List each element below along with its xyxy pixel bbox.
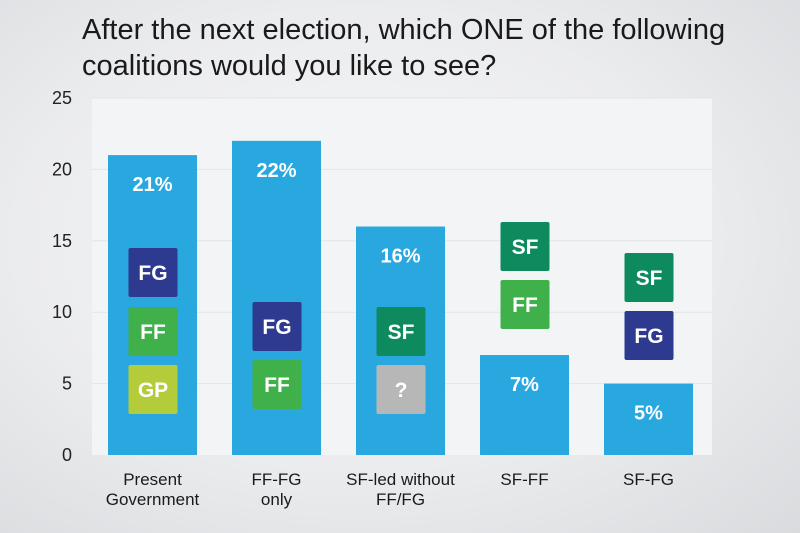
y-tick-label: 15 — [52, 231, 72, 251]
value-label: 22% — [256, 160, 296, 182]
party-badge — [624, 253, 674, 302]
bar — [480, 355, 569, 455]
party-badge-label: ? — [395, 379, 408, 402]
x-tick-label: SF-led without — [346, 470, 455, 489]
party-badge-label: SF — [512, 236, 539, 259]
party-badge — [624, 311, 674, 360]
x-tick-label: FF/FG — [376, 490, 425, 509]
party-badge-label: FF — [512, 294, 538, 317]
party-badge-label: FG — [262, 316, 291, 339]
bar — [604, 383, 693, 455]
party-badge — [376, 307, 426, 356]
x-tick-label: Government — [106, 490, 200, 509]
party-badge-label: FG — [138, 262, 167, 285]
x-tick-label: only — [261, 490, 293, 509]
party-badge-label: FG — [634, 325, 663, 348]
party-badge-label: FF — [140, 321, 166, 344]
x-tick-label: FF-FG — [251, 470, 301, 489]
chart-title: After the next election, which ONE of th… — [82, 14, 726, 82]
party-badge — [500, 222, 550, 271]
y-tick-label: 5 — [62, 374, 72, 394]
y-tick-label: 25 — [52, 88, 72, 108]
party-badge — [128, 365, 178, 414]
x-tick-label: Present — [123, 470, 182, 489]
party-badge — [252, 360, 302, 409]
x-tick-label: SF-FF — [500, 470, 548, 489]
y-tick-label: 20 — [52, 159, 72, 179]
party-badge-label: SF — [388, 321, 415, 344]
value-label: 7% — [510, 374, 539, 396]
party-badge — [128, 307, 178, 356]
party-badge — [500, 280, 550, 329]
value-label: 21% — [132, 174, 172, 196]
party-badge-label: GP — [138, 379, 168, 402]
party-badge — [252, 302, 302, 351]
value-label: 16% — [380, 246, 420, 268]
value-label: 5% — [634, 403, 663, 425]
party-badge-label: SF — [636, 267, 663, 290]
x-tick-label: SF-FG — [623, 470, 674, 489]
y-tick-label: 10 — [52, 302, 72, 322]
party-badge-label: FF — [264, 374, 290, 397]
y-tick-label: 0 — [62, 445, 72, 465]
party-badge — [376, 365, 426, 414]
party-badge — [128, 248, 178, 297]
